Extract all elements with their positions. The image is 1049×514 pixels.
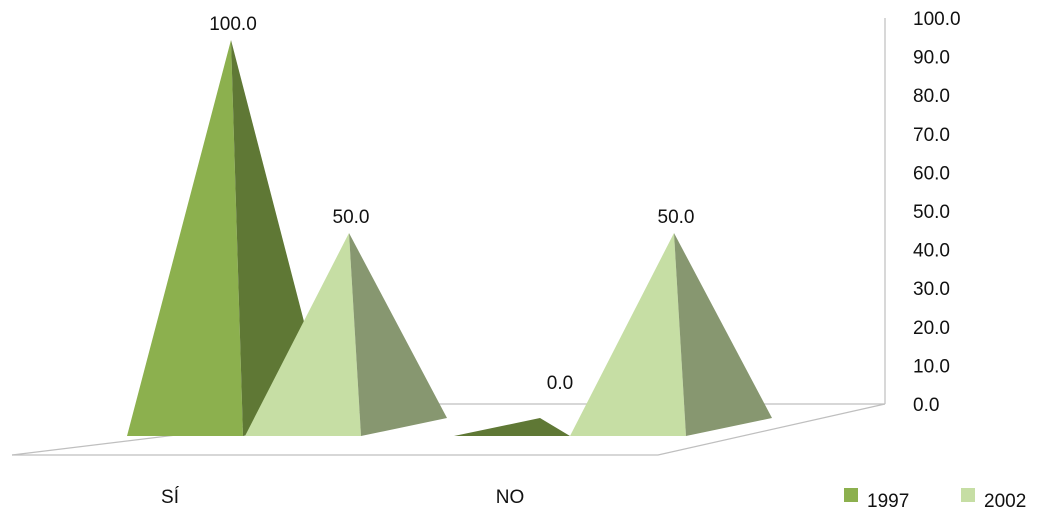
- data-label-no-1997: 0.0: [547, 373, 573, 394]
- pyramid-no-1997: [454, 418, 570, 436]
- legend-swatch: [961, 488, 975, 502]
- legend: 1997 2002: [844, 488, 1026, 512]
- pyramid-si-2002: [245, 233, 447, 436]
- y-tick-label: 60.0: [913, 163, 950, 184]
- category-axis-labels: SÍ NO: [161, 487, 524, 508]
- y-tick-label: 70.0: [913, 125, 950, 146]
- floor-front-edge: [12, 403, 886, 456]
- legend-item-2002: 2002: [961, 488, 1026, 512]
- legend-label: 1997: [867, 491, 909, 512]
- data-label-si-2002: 50.0: [333, 207, 370, 228]
- data-label-no-2002: 50.0: [658, 207, 695, 228]
- pyramid-side-face: [349, 233, 447, 436]
- pyramid-no-2002: [570, 233, 772, 436]
- y-tick-label: 80.0: [913, 86, 950, 107]
- value-axis-ticks: 0.0 10.0 20.0 30.0 40.0 50.0 60.0 70.0 80.0 90.0 1…: [913, 9, 961, 416]
- chart-series-marks: [127, 40, 772, 436]
- y-tick-label: 20.0: [913, 318, 950, 339]
- legend-label: 2002: [984, 491, 1026, 512]
- y-tick-label: 0.0: [913, 395, 939, 416]
- pyramid-front-face: [570, 233, 686, 436]
- x-tick-label-si: SÍ: [161, 487, 180, 508]
- y-tick-label: 30.0: [913, 279, 950, 300]
- y-tick-label: 50.0: [913, 202, 950, 223]
- x-tick-label-no: NO: [496, 487, 525, 508]
- y-tick-label: 100.0: [913, 9, 961, 30]
- legend-swatch: [844, 488, 858, 502]
- data-labels: 100.0 50.0 0.0 50.0: [209, 14, 694, 394]
- y-tick-label: 40.0: [913, 241, 950, 262]
- pyramid-front-face: [245, 233, 361, 436]
- pyramid-side-face: [674, 233, 772, 436]
- legend-item-1997: 1997: [844, 488, 909, 512]
- pyramid-flat-face: [454, 418, 570, 436]
- data-label-si-1997: 100.0: [209, 14, 257, 35]
- y-tick-label: 90.0: [913, 48, 950, 69]
- y-tick-label: 10.0: [913, 356, 950, 377]
- pyramid-front-face: [127, 40, 243, 436]
